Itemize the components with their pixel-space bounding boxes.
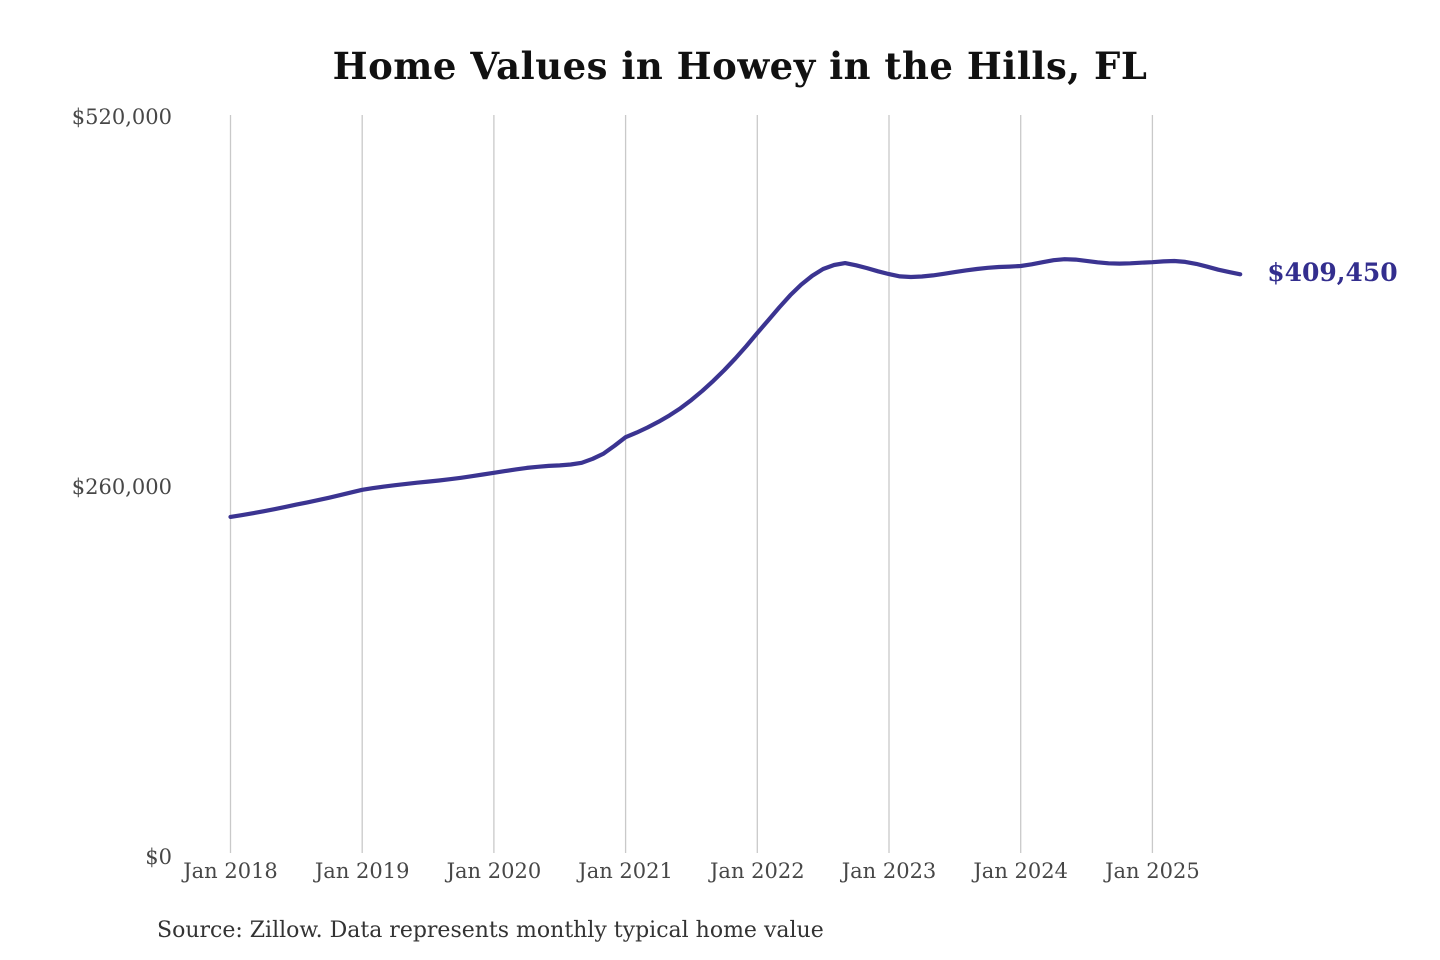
- x-axis-tick-label: Jan 2022: [710, 859, 805, 883]
- current-value-label: $409,450: [1267, 258, 1398, 288]
- source-note: Source: Zillow. Data represents monthly …: [157, 918, 824, 943]
- y-axis-tick-label: $260,000: [71, 475, 172, 499]
- x-axis-tick-label: Jan 2025: [1105, 859, 1200, 883]
- y-axis-tick-label: $0: [145, 845, 172, 869]
- y-axis-tick-label: $520,000: [71, 105, 172, 129]
- x-axis-tick-label: Jan 2020: [446, 859, 542, 883]
- home-value-line: [228, 257, 1243, 519]
- chart-title: Home Values in Howey in the Hills, FL: [332, 44, 1148, 88]
- x-axis-tick-label: Jan 2021: [578, 859, 673, 883]
- x-axis-tick-label: Jan 2018: [183, 859, 278, 883]
- x-axis-tick-label: Jan 2023: [841, 859, 937, 883]
- x-axis-tick-label: Jan 2024: [973, 859, 1068, 883]
- x-axis-tick-label: Jan 2019: [314, 859, 410, 883]
